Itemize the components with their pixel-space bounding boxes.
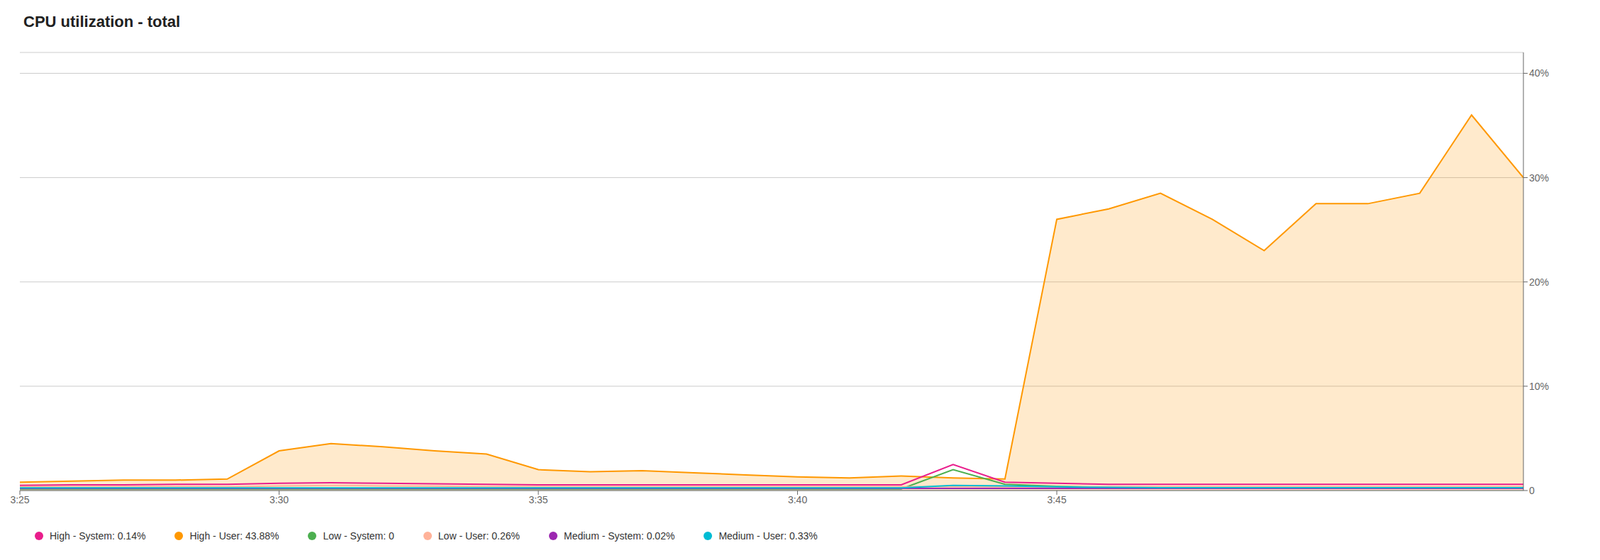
html-text:Low - System: 0: Low - System: 0 [323, 530, 395, 542]
svg-text:0: 0 [1529, 485, 1535, 497]
html-text:High - System: 0.14%: High - System: 0.14% [49, 530, 146, 542]
html-text:CPU utilization - total: CPU utilization - total [23, 12, 181, 31]
svg-text:40%: 40% [1529, 67, 1549, 79]
html-text:Medium - System: 0.02%: Medium - System: 0.02% [563, 530, 675, 542]
svg-text:3:45: 3:45 [1046, 494, 1066, 506]
svg-text:3:25: 3:25 [9, 494, 30, 506]
svg-text:3:30: 3:30 [269, 494, 289, 506]
html-text:High - User: 43.88%: High - User: 43.88% [189, 530, 280, 542]
svg-text:30%: 30% [1529, 172, 1549, 184]
svg-text:20%: 20% [1529, 276, 1549, 288]
html-text:Medium - User: 0.33%: Medium - User: 0.33% [718, 530, 818, 542]
svg-text:10%: 10% [1529, 380, 1549, 393]
svg-text:3:40: 3:40 [787, 494, 808, 506]
svg-text:3:35: 3:35 [528, 494, 548, 506]
html-text:Low - User: 0.26%: Low - User: 0.26% [438, 530, 520, 542]
